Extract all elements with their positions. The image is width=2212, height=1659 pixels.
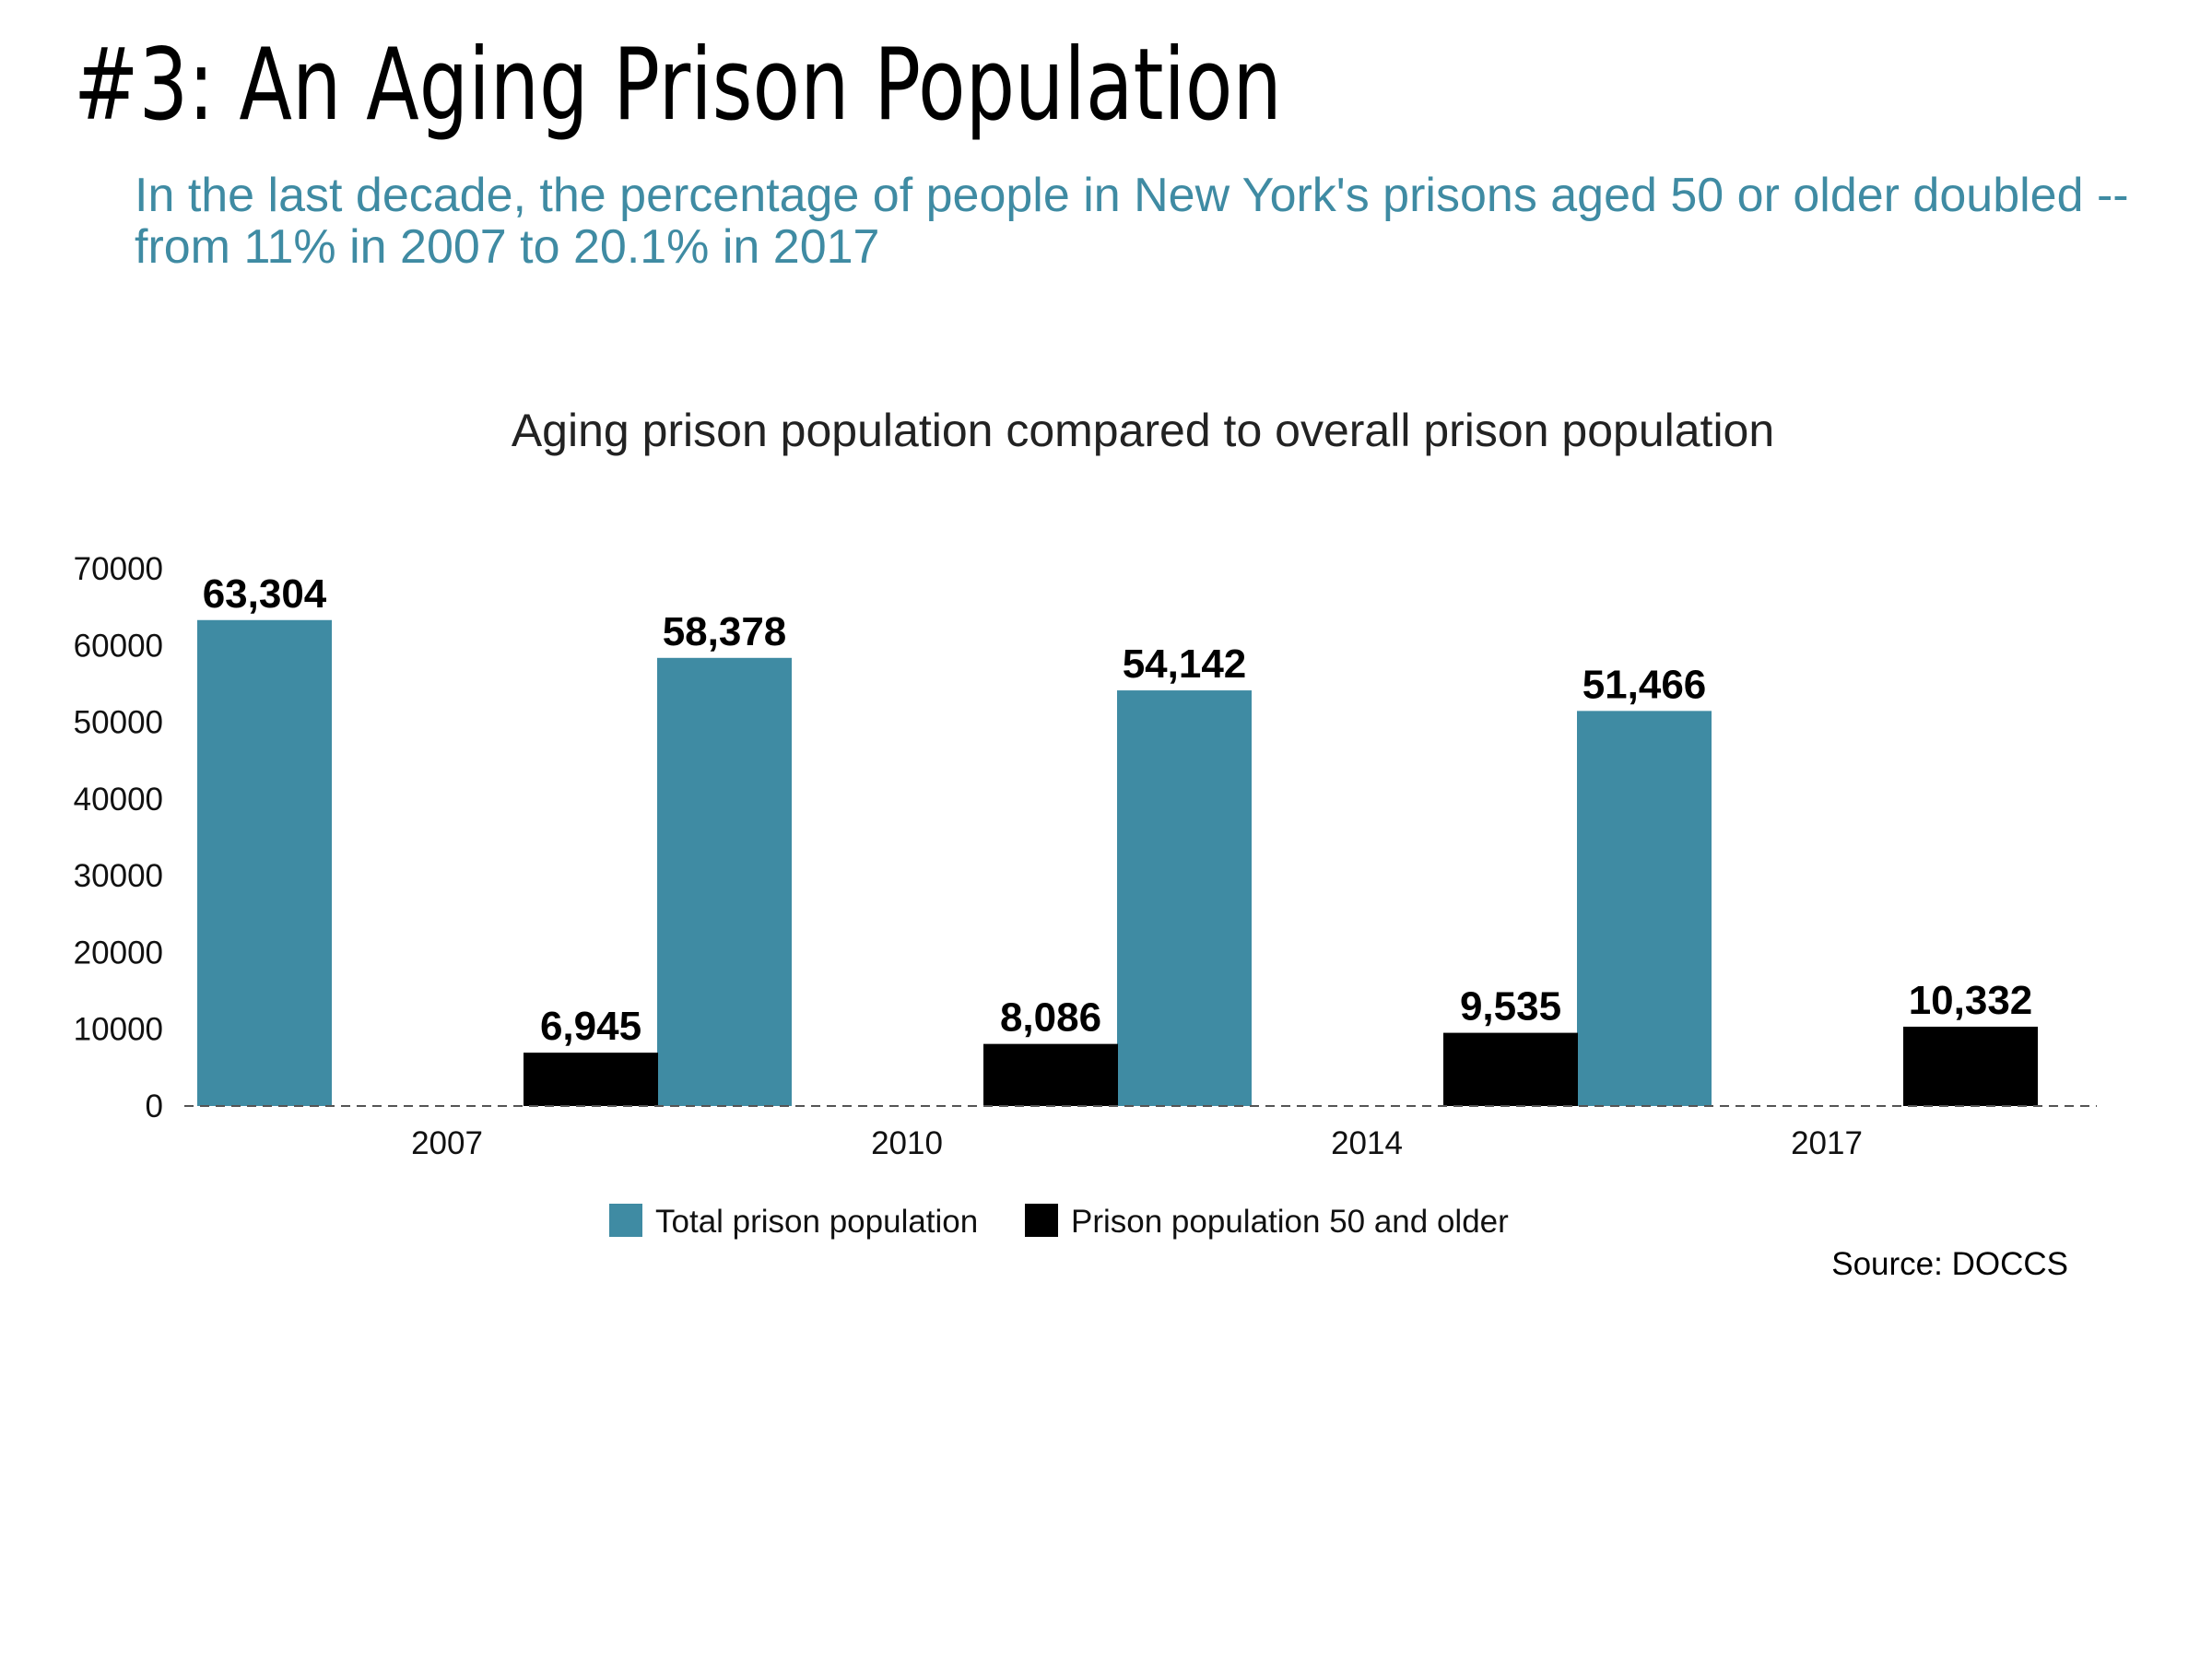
x-axis: 2007 2010 2014 2017	[411, 1125, 1863, 1161]
bar-total-2007	[197, 619, 332, 1106]
data-label-older-2007: 6,945	[540, 1004, 641, 1049]
chart-title: Aging prison population compared to over…	[512, 405, 1774, 456]
legend-label-older: Prison population 50 and older	[1071, 1204, 1509, 1240]
bar-total-2010	[657, 657, 792, 1106]
bar-total-2017	[1577, 711, 1712, 1106]
y-tick-label: 40000	[74, 782, 163, 818]
data-label-older-2010: 8,086	[1000, 995, 1101, 1041]
x-tick-label: 2010	[871, 1125, 943, 1161]
y-tick-label: 60000	[74, 628, 163, 664]
y-tick-label: 70000	[74, 551, 163, 587]
bar-older-2017	[1903, 1026, 2038, 1106]
x-tick-label: 2017	[1791, 1125, 1863, 1161]
data-label-total-2014: 54,142	[1123, 641, 1247, 687]
bar-older-2007	[524, 1053, 658, 1106]
y-tick-label: 50000	[74, 705, 163, 741]
bar-total-2014	[1117, 690, 1252, 1106]
legend-swatch-total	[609, 1204, 642, 1237]
legend-swatch-older	[1025, 1204, 1058, 1237]
page-subtitle: In the last decade, the percentage of pe…	[135, 169, 2129, 274]
data-label-older-2017: 10,332	[1909, 978, 2033, 1023]
y-tick-label: 20000	[74, 935, 163, 971]
bar-older-2010	[983, 1043, 1118, 1106]
x-tick-label: 2014	[1331, 1125, 1403, 1161]
data-label-older-2014: 9,535	[1460, 984, 1561, 1030]
legend: Total prison population Prison population…	[609, 1204, 1509, 1240]
legend-label-total: Total prison population	[655, 1204, 978, 1240]
data-label-total-2017: 51,466	[1583, 662, 1707, 707]
data-label-total-2010: 58,378	[663, 609, 787, 654]
bars: 63,304 58,378 54,142 51,466 6,945 8,086 9,535 1…	[197, 571, 2038, 1106]
y-tick-label: 0	[146, 1088, 163, 1124]
data-label-total-2007: 63,304	[203, 571, 327, 617]
x-tick-label: 2007	[411, 1125, 483, 1161]
bar-older-2014	[1443, 1032, 1578, 1106]
y-tick-label: 30000	[74, 858, 163, 894]
page-title: #3: An Aging Prison Population	[74, 28, 1282, 143]
y-axis: 0 10000 20000 30000 40000 50000 60000 70000	[74, 551, 163, 1124]
source-note: Source: DOCCS	[1831, 1246, 2068, 1282]
y-tick-label: 10000	[74, 1012, 163, 1048]
